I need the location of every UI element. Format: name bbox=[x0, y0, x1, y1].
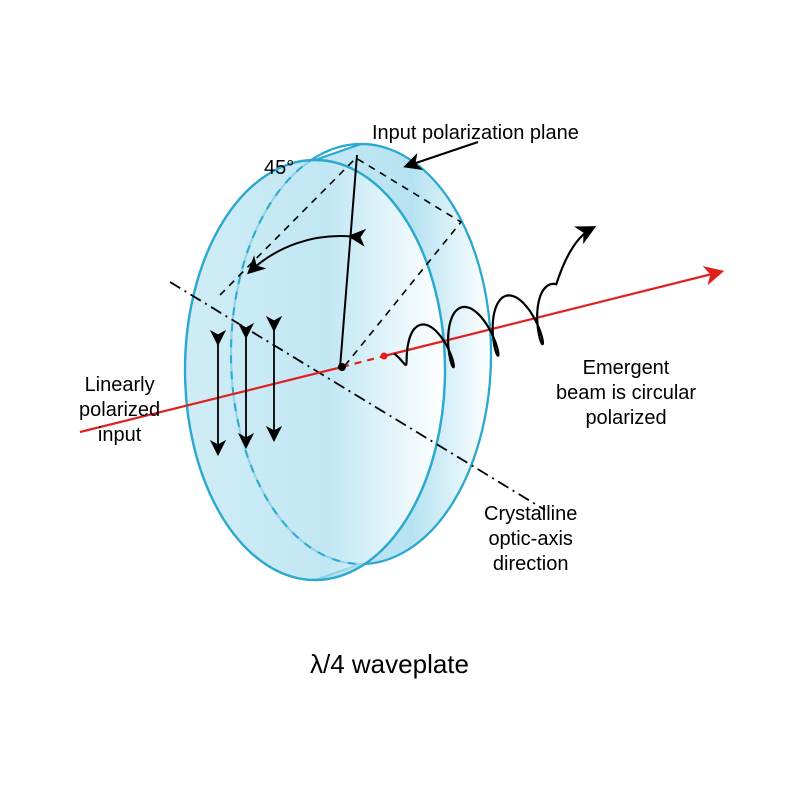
diagram-title: λ/4 waveplate bbox=[310, 648, 469, 681]
linearly-polarized-label: Linearly polarized input bbox=[79, 373, 160, 448]
optic-axis-label: Crystalline optic-axis direction bbox=[484, 502, 577, 577]
input-plane-label: Input polarization plane bbox=[372, 121, 579, 146]
emergent-label: Emergent beam is circular polarized bbox=[556, 356, 696, 431]
angle-label: 45° bbox=[264, 156, 294, 181]
